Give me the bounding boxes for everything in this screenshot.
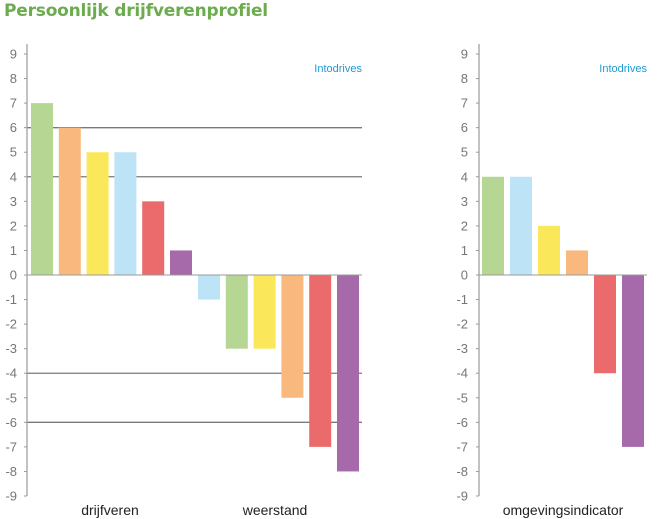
page-title: Persoonlijk drijfverenprofiel (4, 1, 268, 21)
environment-bar (482, 176, 504, 275)
environment-y-tick-label: -1 (456, 292, 468, 307)
drivers-y-tick-label: 9 (10, 47, 17, 62)
drivers-bar (337, 275, 359, 472)
drivers-y-tick-label: -7 (5, 439, 17, 454)
environment-y-tick-label: 8 (461, 71, 468, 86)
drivers-y-tick-label: -2 (5, 317, 17, 332)
environment-y-tick-label: -7 (456, 439, 468, 454)
environment-y-tick-label: -8 (456, 464, 468, 479)
drivers-y-tick-label: -8 (5, 464, 17, 479)
environment-y-tick-label: 3 (461, 194, 468, 209)
environment-y-tick-label: 6 (461, 120, 468, 135)
environment-bar (622, 275, 644, 447)
drivers-bar (86, 152, 109, 275)
drivers-y-tick-label: 6 (10, 120, 17, 135)
environment-y-tick-label: 0 (461, 268, 468, 283)
drivers-bar (281, 275, 304, 398)
drivers-bar (170, 250, 192, 275)
environment-y-tick-label: 9 (461, 47, 468, 62)
environment-y-tick-label: -6 (456, 415, 468, 430)
environment-bar (510, 176, 532, 275)
drivers-y-tick-label: -6 (5, 415, 17, 430)
drivers-brand-logo: Intodrives (314, 63, 362, 75)
drivers-y-tick-label: 5 (10, 145, 17, 160)
drivers-bar (253, 275, 276, 349)
drivers-y-tick-label: 3 (10, 194, 17, 209)
drivers-bar (309, 275, 332, 447)
drivers-bar (198, 275, 220, 300)
environment-brand-logo: Intodrives (599, 63, 647, 75)
drivers-y-tick-label: 2 (10, 218, 17, 233)
drivers-y-tick-label: -3 (5, 341, 17, 356)
drivers-y-tick-label: 0 (10, 268, 17, 283)
drivers-y-tick-label: -5 (5, 390, 17, 405)
environment-bar (594, 275, 616, 374)
environment-y-tick-label: -3 (456, 341, 468, 356)
environment-y-tick-label: -9 (456, 489, 468, 504)
environment-y-tick-label: -4 (456, 366, 468, 381)
environment-y-tick-label: -5 (456, 390, 468, 405)
drivers-y-tick-label: 4 (10, 169, 17, 184)
drivers-category-label: weerstand (242, 502, 308, 518)
environment-y-tick-label: 5 (461, 145, 468, 160)
environment-y-tick-label: 7 (461, 96, 468, 111)
drivers-y-tick-label: 1 (10, 243, 17, 258)
environment-y-tick-label: -2 (456, 317, 468, 332)
drivers-y-tick-label: -1 (5, 292, 17, 307)
environment-y-tick-label: 2 (461, 218, 468, 233)
drivers-y-tick-label: 7 (10, 96, 17, 111)
drivers-y-tick-label: 8 (10, 71, 17, 86)
drivers-bar (31, 103, 53, 275)
environment-bar (566, 250, 588, 275)
environment-category-label: omgevingsindicator (503, 502, 624, 518)
drivers-y-tick-label: -9 (5, 489, 17, 504)
environment-y-tick-label: 4 (461, 169, 468, 184)
drivers-bar (142, 201, 165, 275)
drivers-y-tick-label: -4 (5, 366, 17, 381)
drivers-bar (225, 275, 248, 349)
drivers-category-label: drijfveren (81, 502, 139, 518)
drivers-bar (114, 152, 137, 275)
drivers-bar (58, 127, 81, 276)
environment-y-tick-label: 1 (461, 243, 468, 258)
environment-bar (538, 225, 560, 275)
